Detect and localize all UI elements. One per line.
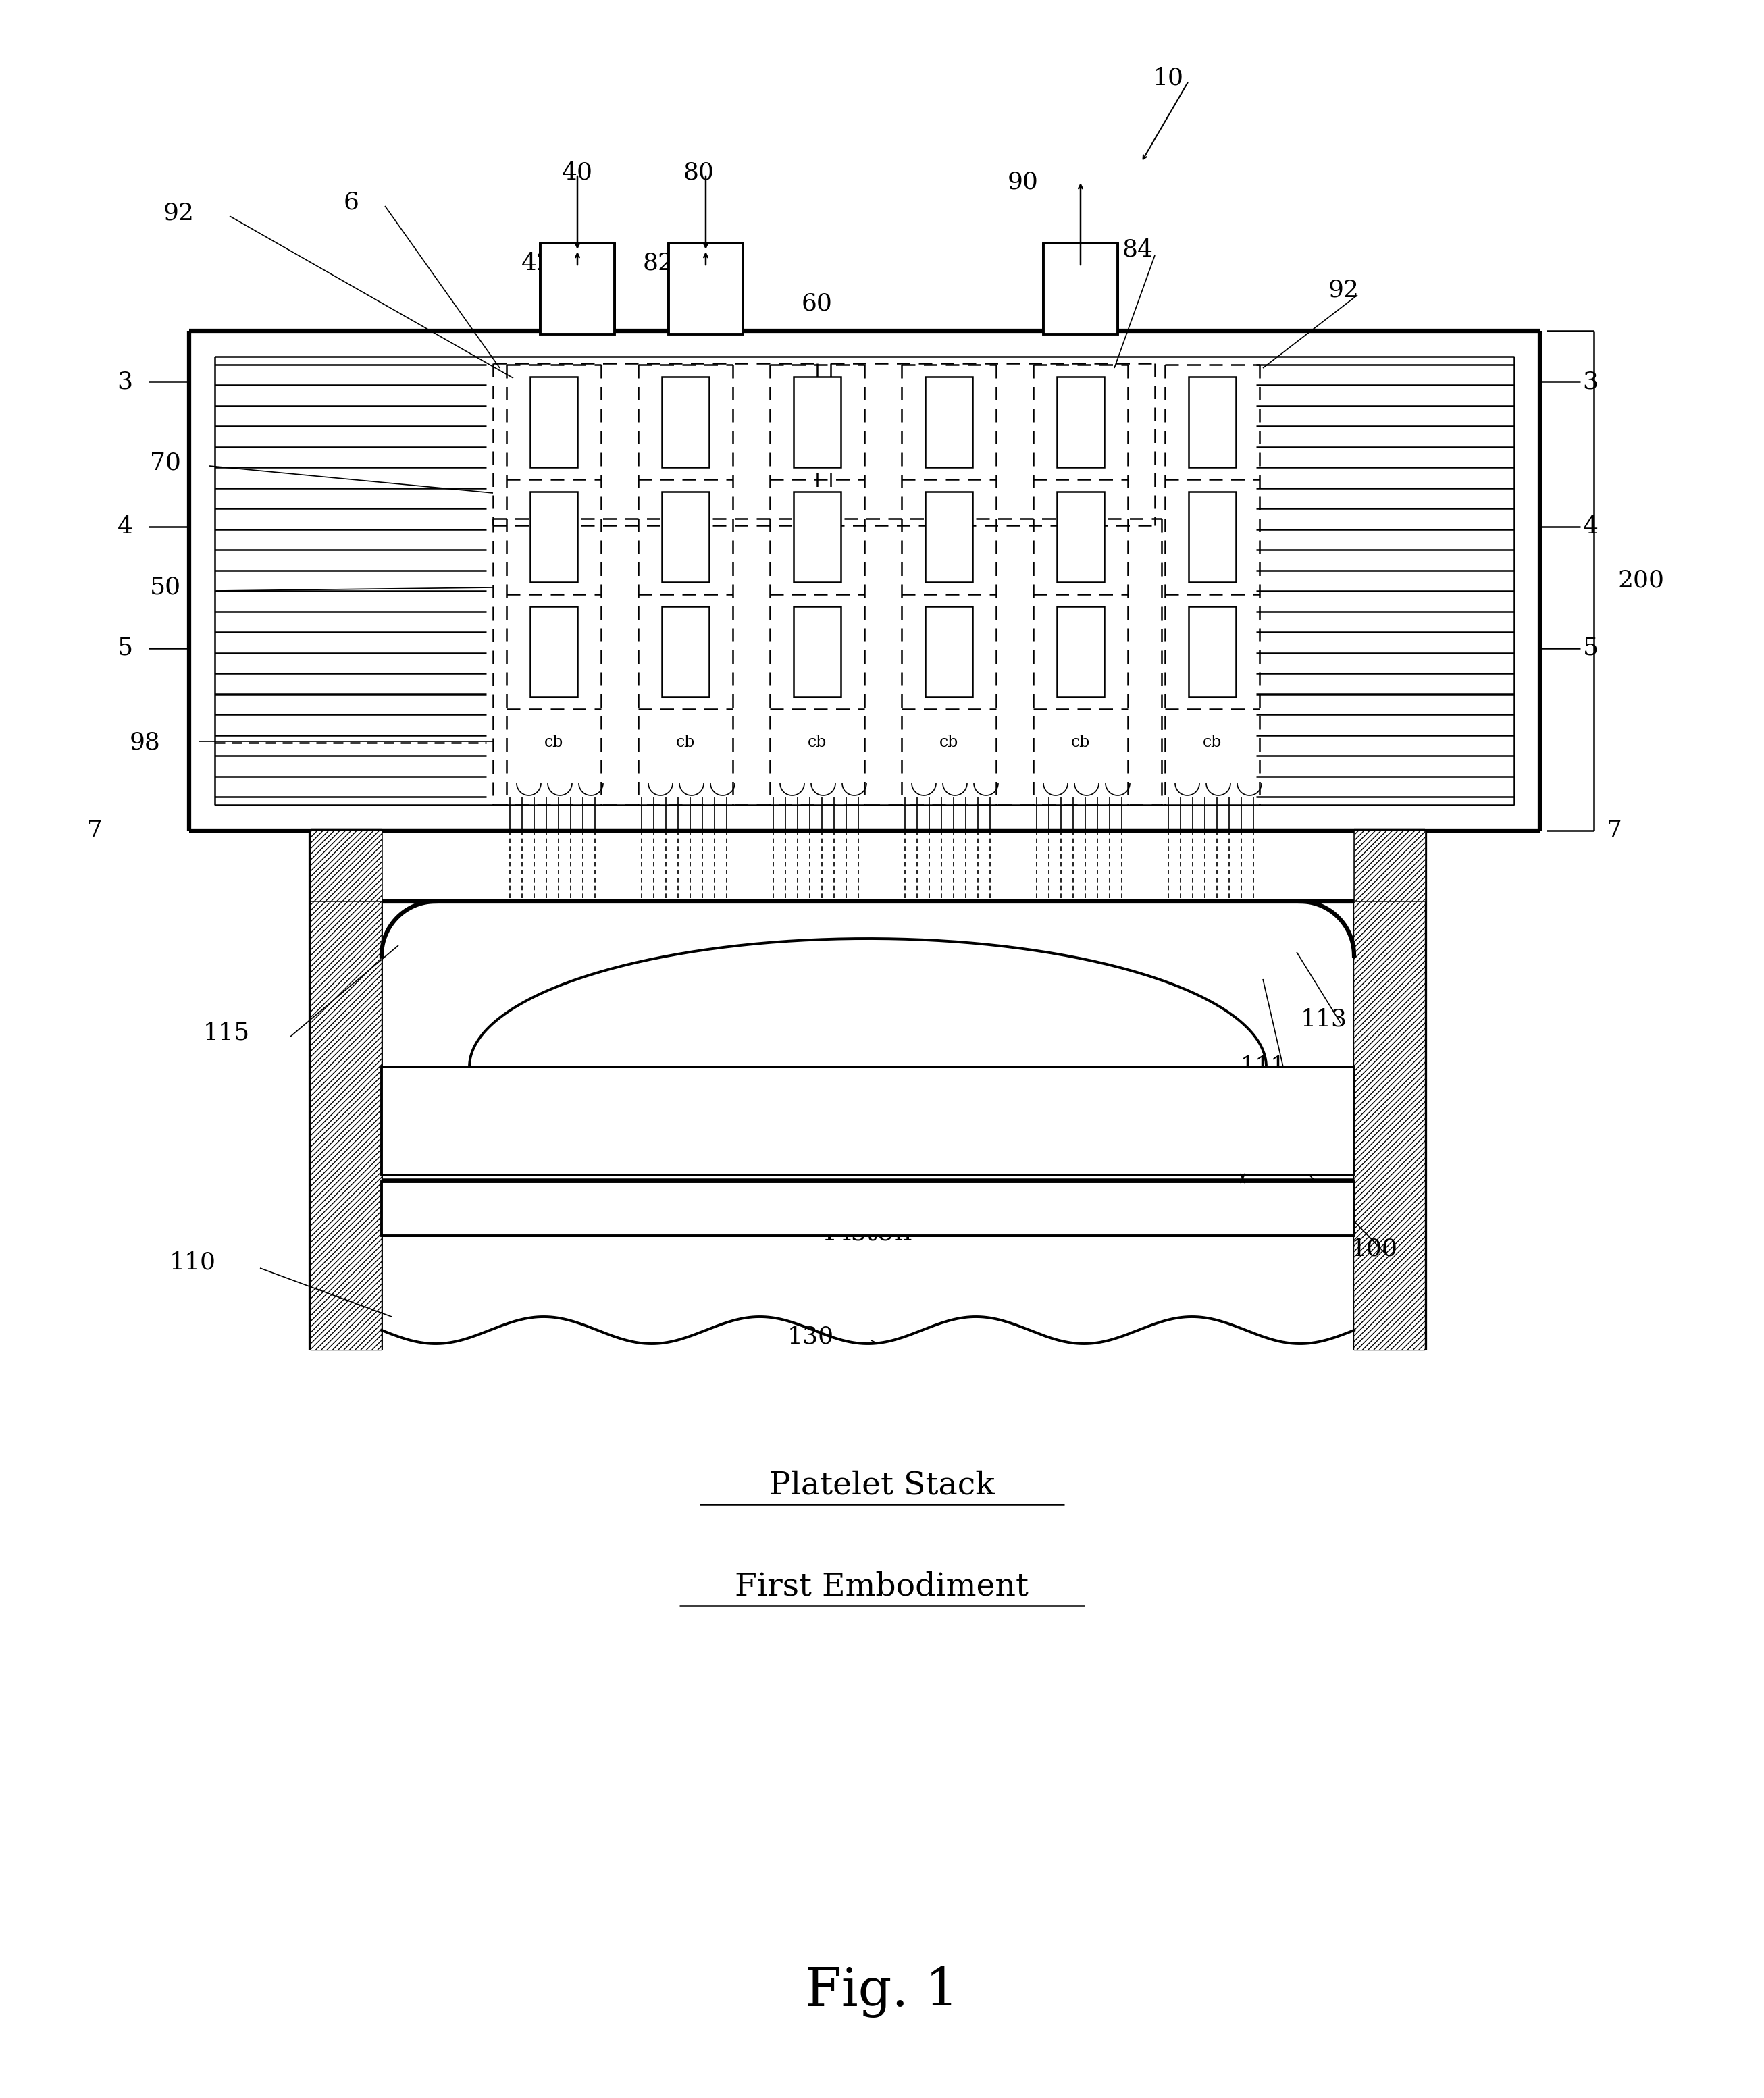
Bar <box>1057 491 1104 581</box>
Text: 4: 4 <box>116 516 132 539</box>
Bar <box>531 491 577 581</box>
Text: cb: cb <box>938 734 958 751</box>
Bar <box>794 491 841 581</box>
Text: 42: 42 <box>522 252 552 275</box>
Text: 7: 7 <box>86 818 102 841</box>
Text: Piston: Piston <box>864 1127 953 1156</box>
Text: 90: 90 <box>1007 170 1039 193</box>
Text: 80: 80 <box>683 162 714 185</box>
Text: 10: 10 <box>1154 67 1184 88</box>
Text: 3: 3 <box>1582 369 1598 392</box>
Text: cb: cb <box>808 734 827 751</box>
Text: Piston: Piston <box>824 1219 912 1246</box>
Text: 111: 111 <box>1240 1055 1286 1078</box>
Bar <box>381 1181 1355 1236</box>
Bar <box>531 378 577 468</box>
Text: cb: cb <box>676 734 695 751</box>
Text: 50: 50 <box>150 577 182 598</box>
Bar <box>381 1068 1355 1175</box>
Text: 60: 60 <box>801 292 833 315</box>
Text: 82: 82 <box>642 252 674 275</box>
Text: 130: 130 <box>787 1326 834 1349</box>
Bar <box>926 491 972 581</box>
Text: cb: cb <box>545 734 563 751</box>
Bar <box>926 378 972 468</box>
Text: 70: 70 <box>150 451 182 474</box>
Text: Displacer: Displacer <box>840 1089 975 1118</box>
Bar <box>669 243 743 334</box>
Text: 4: 4 <box>1582 516 1598 539</box>
Text: 40: 40 <box>563 162 593 185</box>
Text: 92: 92 <box>1328 279 1360 302</box>
Text: 98: 98 <box>131 732 161 755</box>
Text: 100: 100 <box>1351 1238 1397 1261</box>
Bar <box>1044 243 1118 334</box>
Bar <box>531 606 577 697</box>
Text: 92: 92 <box>164 201 194 224</box>
Bar <box>926 606 972 697</box>
Text: 7: 7 <box>1607 818 1621 841</box>
Bar <box>1189 606 1237 697</box>
Bar <box>794 606 841 697</box>
Text: 5: 5 <box>1582 638 1598 659</box>
Text: 6: 6 <box>344 191 358 214</box>
Text: Platelet Stack: Platelet Stack <box>769 1471 995 1500</box>
Text: 110: 110 <box>169 1250 215 1273</box>
Bar <box>1355 831 1425 902</box>
Text: 5: 5 <box>116 638 132 659</box>
Text: Working: Working <box>808 1181 928 1211</box>
Bar <box>662 606 709 697</box>
Bar <box>310 831 381 902</box>
Text: First Embodiment: First Embodiment <box>736 1571 1028 1603</box>
Bar <box>1189 491 1237 581</box>
Text: 200: 200 <box>1618 569 1665 592</box>
Text: 84: 84 <box>1122 239 1154 262</box>
Text: Fig. 1: Fig. 1 <box>804 1966 960 2018</box>
Bar <box>662 378 709 468</box>
Bar <box>1355 902 1425 1351</box>
Text: cb: cb <box>1203 734 1222 751</box>
Text: 120: 120 <box>1256 1133 1304 1156</box>
Bar <box>1057 606 1104 697</box>
Bar <box>1189 378 1237 468</box>
Text: 113: 113 <box>1300 1009 1348 1030</box>
Text: 115: 115 <box>203 1022 249 1045</box>
Bar <box>794 378 841 468</box>
Bar <box>540 243 614 334</box>
Bar <box>1057 378 1104 468</box>
Bar <box>310 902 381 1351</box>
Text: 3: 3 <box>116 369 132 392</box>
Text: cb: cb <box>1071 734 1090 751</box>
Bar <box>662 491 709 581</box>
